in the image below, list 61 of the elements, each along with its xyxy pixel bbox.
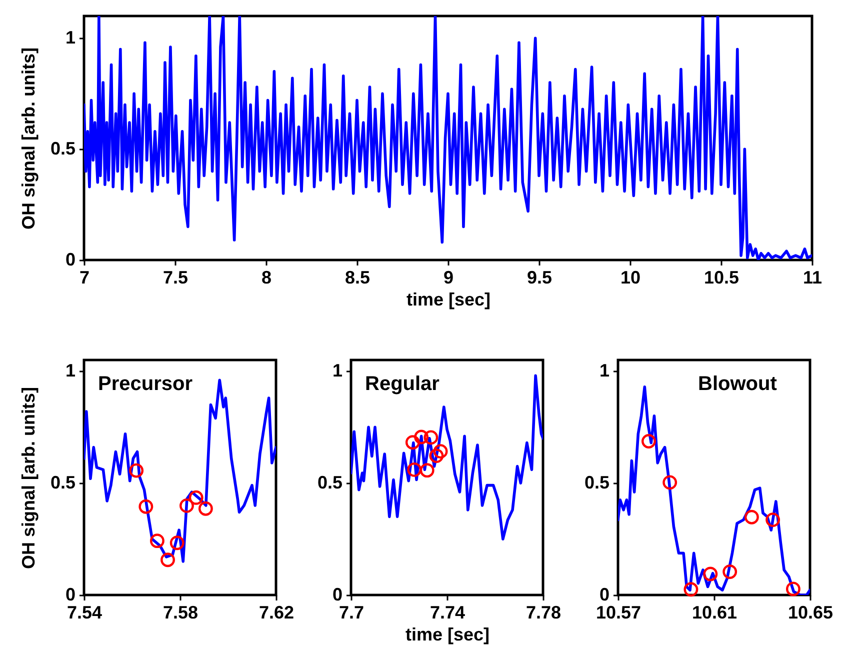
point — [170, 536, 184, 550]
x-tick-label: 11 — [802, 268, 822, 288]
y-tick-label: 0.5 — [584, 472, 610, 493]
y-tick-label: 0.5 — [50, 472, 76, 493]
text: Regular — [365, 373, 440, 395]
point — [744, 510, 759, 524]
x-tick-label: 8 — [261, 268, 272, 288]
text: Blowout — [698, 373, 778, 395]
point — [684, 582, 698, 597]
x-tick-label: 7.58 — [162, 602, 198, 622]
y-tick-label: 0.5 — [50, 138, 76, 159]
point — [424, 430, 438, 445]
y-tick-label: 1 — [65, 360, 76, 381]
x-tick-label: 7.54 — [66, 602, 102, 622]
point — [722, 564, 738, 579]
point — [188, 490, 204, 505]
point — [160, 552, 175, 568]
x-tick-label: 8.5 — [344, 268, 370, 288]
x-tick-label: 7 — [79, 268, 90, 288]
y-tick-label: 0 — [332, 584, 342, 604]
y-axis-title: OH signal [arb. units] — [18, 47, 38, 230]
x-tick-label: 7.7 — [338, 602, 364, 622]
x-tick-label: 7.62 — [258, 602, 294, 622]
y-tick-label: 0 — [599, 584, 610, 604]
point — [138, 499, 154, 514]
x-tick-label: 10 — [620, 268, 641, 288]
point — [150, 534, 164, 548]
point — [429, 448, 444, 463]
x-tick-label: 10.61 — [692, 602, 738, 622]
point — [420, 463, 434, 478]
x-tick-label: 9 — [443, 268, 454, 288]
x-tick-label: 7.74 — [430, 602, 466, 622]
x-tick-label: 10.57 — [596, 602, 642, 622]
point — [407, 462, 422, 477]
x-tick-label: 10.5 — [704, 268, 740, 288]
point — [414, 430, 429, 444]
x-axis-title: time [sec] — [405, 624, 490, 644]
text: Precursor — [98, 373, 193, 395]
point — [433, 444, 448, 459]
line-series — [351, 374, 543, 540]
point — [405, 435, 420, 450]
point — [641, 434, 656, 448]
x-axis-title: time [sec] — [406, 290, 491, 310]
point — [786, 582, 800, 596]
x-tick-label: 7.5 — [162, 268, 188, 288]
point — [662, 475, 678, 490]
x-tick-label: 7.78 — [526, 602, 562, 622]
x-tick-label: 10.65 — [788, 602, 834, 622]
y-tick-label: 0 — [65, 584, 76, 604]
x-tick-label: 9.5 — [526, 268, 552, 288]
point — [766, 512, 780, 528]
y-tick-label: 0.5 — [317, 472, 342, 493]
point — [198, 501, 213, 516]
y-tick-label: 0 — [65, 250, 76, 270]
y-axis-title: OH signal [arb. units] — [18, 386, 38, 570]
point — [129, 463, 144, 478]
y-tick-label: 1 — [332, 360, 342, 381]
point — [703, 566, 718, 582]
point — [179, 498, 194, 513]
y-tick-label: 1 — [65, 28, 76, 48]
y-tick-label: 1 — [599, 360, 610, 381]
